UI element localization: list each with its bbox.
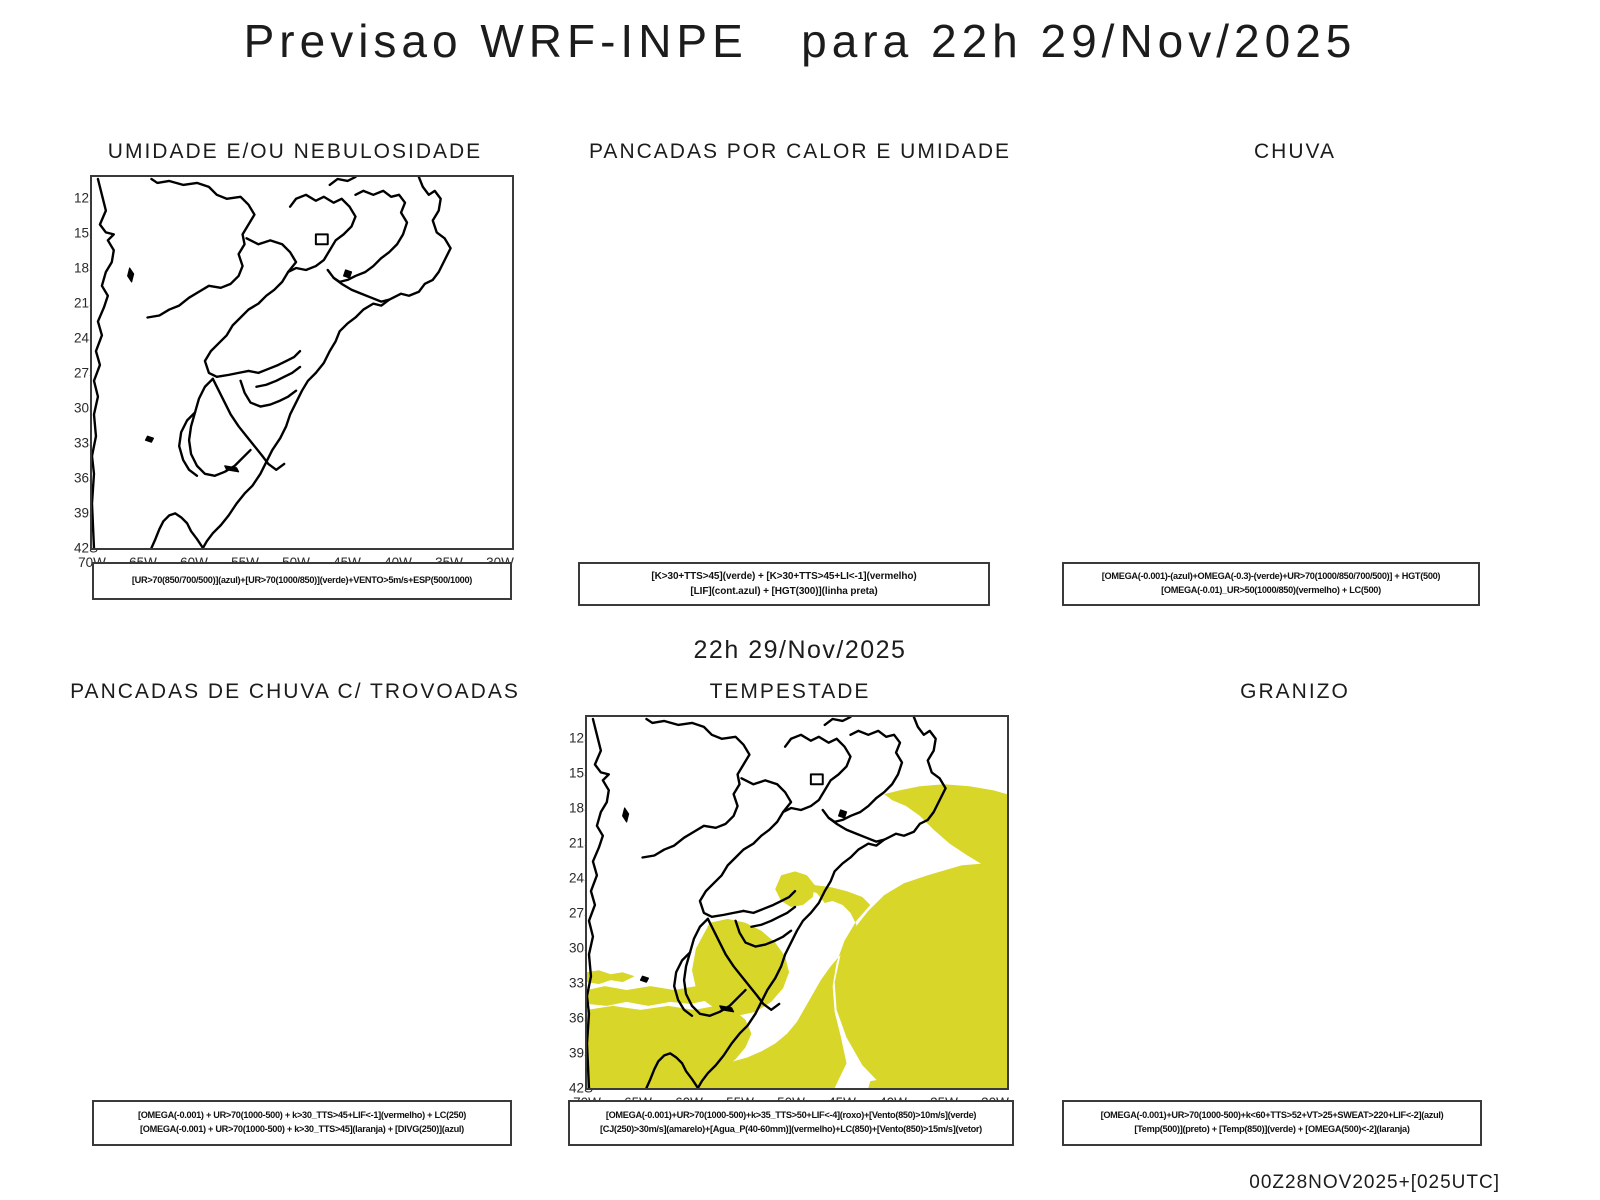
- legend-box-umidade: [UR>70(850/700/500)](azul)+[UR>70(1000/8…: [92, 562, 512, 600]
- panel-title-tempestade: TEMPESTADE: [709, 680, 871, 703]
- panel-chuva: CHUVA: [1070, 140, 1520, 610]
- page-title: Previsao WRF-INPE para 22h 29/Nov/2025: [243, 15, 1357, 67]
- storm-shading-yellow: [587, 784, 1007, 1088]
- panel-pancadas-trovoadas: PANCADAS DE CHUVA C/ TROVOADAS: [70, 680, 520, 1150]
- map-umidade[interactable]: [90, 175, 514, 550]
- legend-box-granizo: [OMEGA(-0.001)+UR>70(1000-500)+k<60+TTS>…: [1062, 1100, 1482, 1146]
- panel-tempestade: TEMPESTADE 12S 15S 18S 21S 24S 27S 30S 3…: [565, 680, 1015, 1150]
- legend-line: [OMEGA(-0.001)+UR>70(1000-500)+k<60+TTS>…: [1100, 1110, 1444, 1121]
- panel-pancadas-calor: PANCADAS POR CALOR E UMIDADE: [575, 140, 1025, 610]
- legend-box-tempestade: [OMEGA(-0.001)+UR>70(1000-500)+k>35_TTS>…: [568, 1100, 1014, 1146]
- run-timestamp: 00Z28NOV2025+[025UTC]: [1249, 1172, 1500, 1193]
- legend-line: [OMEGA(-0.01)_UR>50(1000/850)(vermelho) …: [1161, 585, 1381, 595]
- map-umidade-svg: [92, 177, 452, 548]
- map-tempestade-svg: [587, 717, 1007, 1088]
- legend-line: [OMEGA(-0.001) + UR>70(1000-500) + k>30_…: [140, 1124, 464, 1134]
- panel-granizo: GRANIZO: [1070, 680, 1520, 1150]
- legend-line: [UR>70(850/700/500)](azul)+[UR>70(1000/8…: [131, 575, 473, 586]
- legend-line: [Temp(500)](preto) + [Temp(850)](verde) …: [1134, 1124, 1410, 1134]
- panel-title-chuva: CHUVA: [1254, 140, 1336, 163]
- legend-line: [K>30+TTS>45](verde) + [K>30+TTS>45+LI<-…: [651, 571, 917, 582]
- panel-title-granizo: GRANIZO: [1240, 680, 1350, 703]
- legend-line: [OMEGA(-0.001)-(azul)+OMEGA(-0.3)-(verde…: [1101, 571, 1441, 582]
- panel-title-pancadas-trovoadas: PANCADAS DE CHUVA C/ TROVOADAS: [70, 680, 520, 703]
- legend-box-chuva: [OMEGA(-0.001)-(azul)+OMEGA(-0.3)-(verde…: [1062, 562, 1480, 606]
- legend-line: [CJ(250)>30m/s](amarelo)+[Agua_P(40-60mm…: [600, 1124, 982, 1134]
- legend-box-pancadas-trovoadas: [OMEGA(-0.001) + UR>70(1000-500) + k>30_…: [92, 1100, 512, 1146]
- legend-line: [LIF](cont.azul) + [HGT(300)](linha pret…: [690, 586, 878, 597]
- panel-title-pancadas-calor: PANCADAS POR CALOR E UMIDADE: [588, 140, 1011, 163]
- panel-title-umidade: UMIDADE E/OU NEBULOSIDADE: [107, 140, 483, 163]
- legend-line: [OMEGA(-0.001)+UR>70(1000-500)+k>35_TTS>…: [605, 1110, 977, 1121]
- panel-umidade: UMIDADE E/OU NEBULOSIDADE 12S 15S 18S 21…: [70, 140, 520, 610]
- forecast-time-label: 22h 29/Nov/2025: [693, 636, 907, 664]
- legend-box-pancadas-calor: [K>30+TTS>45](verde) + [K>30+TTS>45+LI<-…: [578, 562, 990, 606]
- legend-line: [OMEGA(-0.001) + UR>70(1000-500) + k>30_…: [137, 1110, 467, 1121]
- map-tempestade[interactable]: [585, 715, 1009, 1090]
